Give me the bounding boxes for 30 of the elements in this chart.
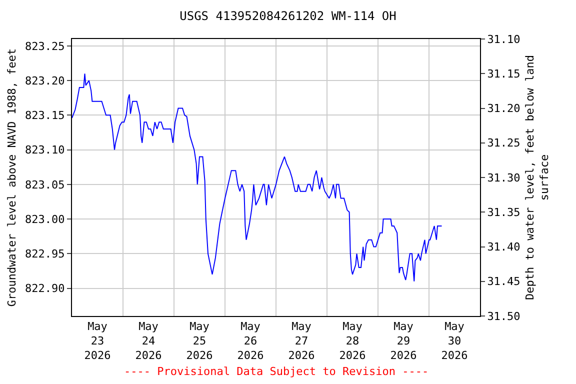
x-tick-label: May 29 2026 bbox=[390, 320, 417, 362]
y2-axis-title: Depth to water level, feet below land surface bbox=[524, 54, 551, 300]
text: ---- Provisional Data Subject to Revision ---- bbox=[124, 365, 429, 378]
chart-title: USGS 413952084261202 WM-114 OH bbox=[180, 8, 396, 23]
y2-tick-label: 31.20 bbox=[487, 102, 520, 116]
y2-tick-label: 31.50 bbox=[487, 310, 520, 323]
y-tick-label: 823.00 bbox=[25, 212, 65, 226]
y-tick-label: 823.25 bbox=[25, 40, 65, 53]
x-tick-label: May 27 2026 bbox=[288, 320, 315, 362]
y2-tick-label: 31.25 bbox=[487, 136, 520, 150]
x-tick-label: May 23 2026 bbox=[84, 320, 111, 362]
y-tick-label: 822.90 bbox=[25, 282, 65, 296]
y-tick-label: 823.05 bbox=[25, 178, 65, 192]
line-series bbox=[72, 73, 442, 282]
y-tick-label: 823.15 bbox=[25, 109, 65, 122]
y-tick-label: 822.95 bbox=[25, 248, 65, 261]
y-tick-label: 823.20 bbox=[25, 74, 65, 88]
y2-tick-label: 31.45 bbox=[487, 275, 520, 288]
y-tick-label: 823.10 bbox=[25, 144, 65, 157]
y2-tick-label: 31.10 bbox=[487, 32, 520, 46]
x-tick-label: May 25 2026 bbox=[186, 320, 213, 362]
x-tick-label: May 28 2026 bbox=[339, 320, 366, 362]
x-tick-label: May 26 2026 bbox=[237, 320, 264, 362]
y2-tick-label: 31.35 bbox=[487, 206, 520, 219]
x-tick-label: May 30 2026 bbox=[441, 320, 468, 362]
y2-tick-label: 31.15 bbox=[487, 67, 520, 80]
y2-tick-label: 31.40 bbox=[487, 240, 520, 254]
y-axis-title: Groundwater level above NAVD 1988, feet bbox=[6, 48, 19, 307]
x-tick-label: May 24 2026 bbox=[135, 320, 162, 362]
y2-tick-label: 31.30 bbox=[487, 171, 520, 184]
